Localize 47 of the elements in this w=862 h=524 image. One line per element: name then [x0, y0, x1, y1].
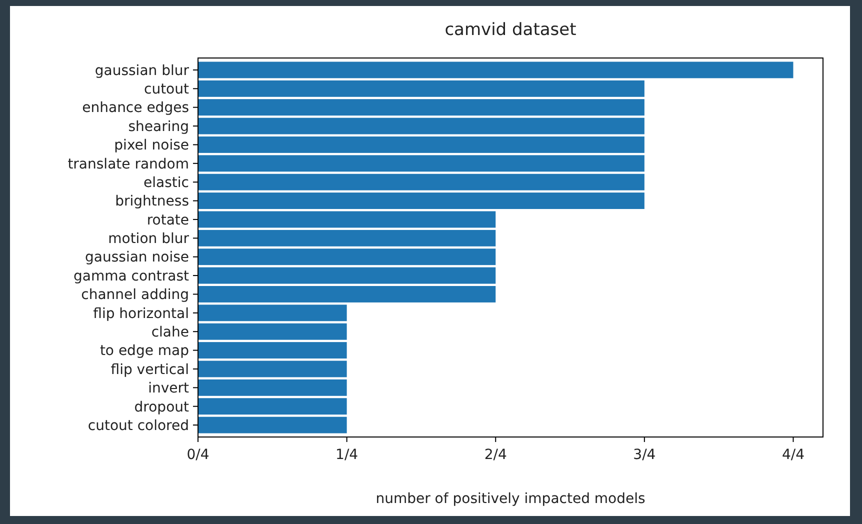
y-tick-label: channel adding — [81, 287, 189, 304]
y-tick-label: to edge map — [100, 343, 190, 360]
bar — [198, 99, 644, 116]
bar — [198, 192, 644, 209]
y-tick-label: flip horizontal — [93, 306, 189, 322]
y-tick-label: rotate — [146, 212, 189, 228]
bar — [198, 174, 644, 190]
y-tick-label: enhance edges — [82, 100, 189, 116]
bar — [198, 342, 347, 359]
x-tick-label: 2/4 — [484, 447, 507, 463]
y-tick-label: shearing — [128, 118, 189, 135]
y-tick-label: gamma contrast — [73, 268, 190, 284]
y-tick-label: cutout — [144, 82, 190, 98]
bar — [198, 323, 347, 340]
y-tick-label: motion blur — [108, 231, 190, 248]
bar — [198, 136, 644, 153]
y-tick-label: flip vertical — [110, 362, 189, 378]
bar — [198, 286, 496, 302]
x-axis-title: number of positively impacted models — [376, 491, 646, 507]
x-tick-label: 0/4 — [186, 447, 210, 463]
y-tick-label: cutout colored — [88, 418, 189, 434]
y-tick-label: gaussian noise — [85, 250, 189, 266]
y-tick-label: invert — [148, 380, 190, 397]
x-tick-label: 3/4 — [633, 447, 656, 463]
bar — [198, 155, 644, 172]
bar — [198, 267, 496, 284]
bar — [198, 230, 496, 246]
bar — [198, 398, 347, 415]
y-tick-label: gaussian blur — [94, 62, 190, 79]
y-tick-label: elastic — [144, 174, 189, 191]
y-tick-label: clahe — [151, 324, 189, 340]
y-tick-label: pixel noise — [114, 138, 189, 154]
bar — [198, 304, 347, 322]
chart-title: camvid dataset — [444, 20, 577, 40]
x-tick-label: 4/4 — [782, 447, 805, 463]
bar — [198, 80, 644, 97]
bar — [198, 360, 347, 378]
y-tick-label: dropout — [134, 399, 190, 416]
bar — [198, 248, 496, 266]
bar — [198, 416, 347, 434]
x-tick-label: 1/4 — [336, 447, 358, 463]
bar — [198, 379, 347, 396]
bar — [198, 211, 496, 228]
y-tick-label: translate random — [68, 156, 189, 172]
bar — [198, 118, 644, 134]
bar — [198, 62, 794, 78]
y-tick-label: brightness — [115, 194, 189, 210]
